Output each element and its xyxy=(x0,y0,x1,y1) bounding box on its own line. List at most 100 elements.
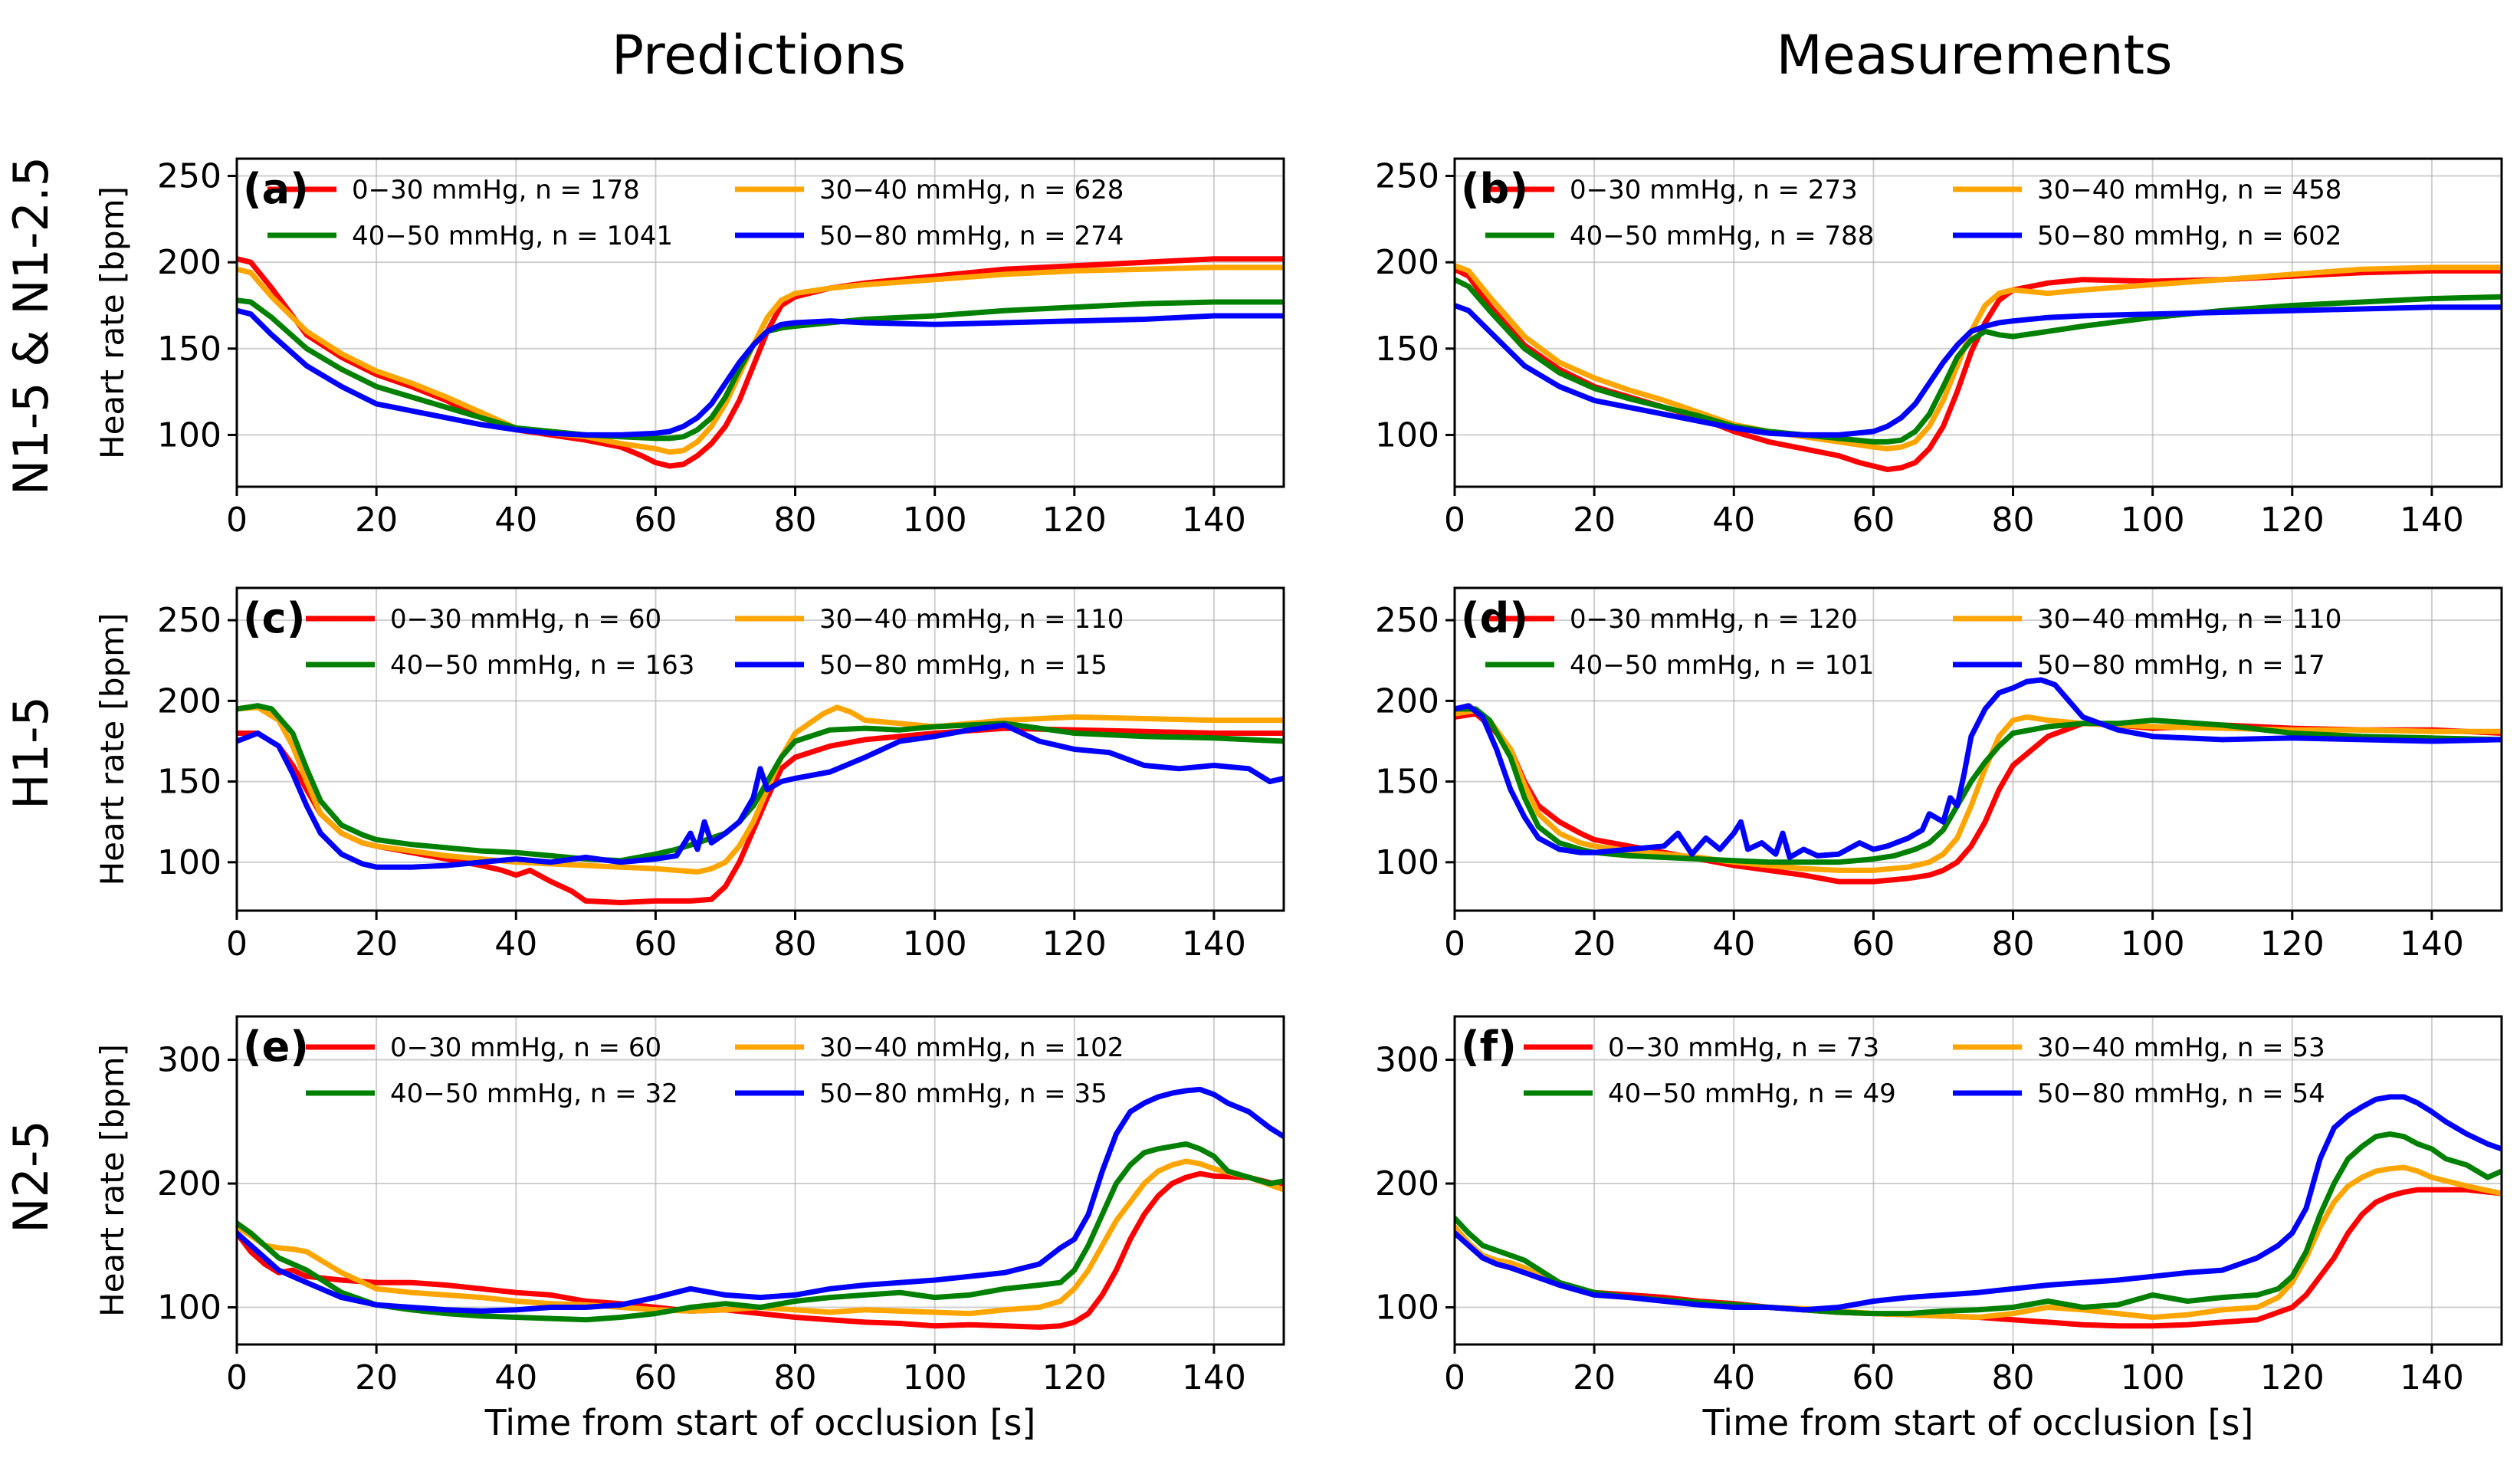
x-tick-label: 120 xyxy=(2260,924,2325,964)
x-tick-label: 40 xyxy=(494,501,537,540)
x-tick-label: 0 xyxy=(226,1358,248,1397)
column-title-measurements: Measurements xyxy=(1776,24,2172,87)
panel-label: (a) xyxy=(243,165,309,213)
x-tick-label: 40 xyxy=(1712,1358,1755,1397)
y-tick-label: 200 xyxy=(157,681,221,721)
y-tick-label: 250 xyxy=(1375,601,1439,640)
legend-entry-2: 30−40 mmHg, n = 53 xyxy=(2037,1033,2325,1063)
series-line-1 xyxy=(237,256,1284,469)
x-tick-label: 140 xyxy=(1182,1358,1246,1397)
series-line-4 xyxy=(237,722,1284,870)
x-tick-label: 40 xyxy=(494,1358,537,1397)
series-line-4 xyxy=(1455,677,2502,860)
legend-entry-2: 30−40 mmHg, n = 110 xyxy=(819,604,1124,635)
y-tick-label: 150 xyxy=(1375,330,1439,369)
x-tick-label: 0 xyxy=(226,501,248,540)
x-tick-label: 140 xyxy=(2400,501,2464,540)
panel-label: (c) xyxy=(243,594,305,642)
x-tick-label: 60 xyxy=(634,1358,677,1397)
legend-entry-4: 50−80 mmHg, n = 54 xyxy=(2037,1079,2325,1109)
series-line-2 xyxy=(1455,263,2502,451)
x-tick-label: 100 xyxy=(903,1358,967,1397)
x-tick-label: 80 xyxy=(774,1358,817,1397)
series-line-3 xyxy=(1455,277,2502,445)
legend-entry-3: 40−50 mmHg, n = 163 xyxy=(390,650,694,681)
series-line-4 xyxy=(1455,303,2502,438)
y-tick-label: 150 xyxy=(157,763,221,802)
y-tick-label: 250 xyxy=(1375,157,1439,196)
series-line-4 xyxy=(1455,1094,2502,1313)
x-tick-label: 80 xyxy=(1992,924,2035,964)
x-tick-label: 80 xyxy=(774,924,817,964)
y-axis-label: Heart rate [bpm] xyxy=(94,186,131,459)
x-tick-label: 20 xyxy=(1573,1358,1616,1397)
legend-entry-3: 40−50 mmHg, n = 101 xyxy=(1570,650,1874,681)
legend-entry-2: 30−40 mmHg, n = 628 xyxy=(819,175,1124,205)
x-tick-label: 120 xyxy=(2260,1358,2325,1397)
series-line-2 xyxy=(1455,708,2502,873)
x-tick-label: 100 xyxy=(903,924,967,964)
y-tick-label: 100 xyxy=(157,843,221,882)
y-tick-label: 300 xyxy=(1375,1041,1439,1080)
legend-entry-1: 0−30 mmHg, n = 178 xyxy=(352,175,640,205)
legend-entry-2: 30−40 mmHg, n = 458 xyxy=(2037,175,2341,205)
x-tick-label: 140 xyxy=(1182,501,1246,540)
x-tick-label: 60 xyxy=(1852,501,1895,540)
legend-entry-1: 0−30 mmHg, n = 60 xyxy=(390,604,661,635)
series-line-2 xyxy=(237,1158,1284,1317)
series-line-3 xyxy=(237,297,1284,442)
x-tick-label: 40 xyxy=(1712,924,1755,964)
panel-f: 0 20 40 60 80 100 120 140 100 200 300 0−30 mmHg, n … xyxy=(1375,1015,2503,1443)
legend-entry-1: 0−30 mmHg, n = 273 xyxy=(1570,175,1858,205)
series-line-4 xyxy=(237,307,1284,438)
x-tick-label: 140 xyxy=(1182,924,1246,964)
x-tick-label: 120 xyxy=(1042,1358,1107,1397)
panel-a: 0 20 40 60 80 100 120 140 100 150 200 250 0−30 mmHg,… xyxy=(94,157,1285,540)
legend-entry-1: 0−30 mmHg, n = 73 xyxy=(1608,1033,1879,1063)
x-tick-label: 140 xyxy=(2400,1358,2464,1397)
column-title-predictions: Predictions xyxy=(612,24,906,87)
y-tick-label: 200 xyxy=(157,243,221,282)
y-tick-label: 200 xyxy=(1375,681,1439,721)
x-axis-label: Time from start of occlusion [s] xyxy=(484,1402,1036,1443)
plot-frame xyxy=(1453,586,2503,912)
row-label-h1: H1-5 xyxy=(3,696,59,809)
legend-entry-4: 50−80 mmHg, n = 15 xyxy=(819,650,1107,681)
x-tick-label: 0 xyxy=(1444,501,1465,540)
x-tick-label: 140 xyxy=(2400,924,2464,964)
legend-entry-2: 30−40 mmHg, n = 102 xyxy=(819,1033,1124,1063)
x-tick-label: 100 xyxy=(2121,924,2185,964)
x-tick-label: 100 xyxy=(903,501,967,540)
legend-entry-3: 40−50 mmHg, n = 1041 xyxy=(352,221,673,251)
panel-d: 0 20 40 60 80 100 120 140 100 150 200 250 0−30 mmHg,… xyxy=(1375,586,2503,964)
y-tick-label: 200 xyxy=(1375,243,1439,282)
plot-frame xyxy=(1453,1015,2503,1346)
x-axis-label: Time from start of occlusion [s] xyxy=(1702,1402,2254,1443)
legend-entry-1: 0−30 mmHg, n = 120 xyxy=(1570,604,1858,635)
y-tick-label: 300 xyxy=(157,1041,221,1080)
y-tick-label: 150 xyxy=(157,330,221,369)
legend-entry-3: 40−50 mmHg, n = 49 xyxy=(1608,1079,1896,1109)
x-tick-label: 120 xyxy=(2260,501,2325,540)
panel-label: (e) xyxy=(243,1023,309,1071)
row-label-n1: N1-5 & N1-2.5 xyxy=(3,156,59,495)
panel-label: (d) xyxy=(1461,594,1528,642)
y-tick-label: 100 xyxy=(157,1289,221,1328)
plot-frame xyxy=(1453,157,2503,488)
legend-entry-4: 50−80 mmHg, n = 17 xyxy=(2037,650,2325,681)
plot-frame xyxy=(235,157,1285,488)
legend-entry-4: 50−80 mmHg, n = 602 xyxy=(2037,221,2341,251)
x-tick-label: 80 xyxy=(1992,501,2035,540)
x-tick-label: 20 xyxy=(355,501,398,540)
x-tick-label: 40 xyxy=(1712,501,1755,540)
y-tick-label: 200 xyxy=(157,1164,221,1203)
x-tick-label: 60 xyxy=(1852,1358,1895,1397)
legend-entry-3: 40−50 mmHg, n = 32 xyxy=(390,1079,678,1109)
row-label-n2: N2-5 xyxy=(3,1120,59,1233)
series-line-3 xyxy=(1455,706,2502,865)
x-tick-label: 0 xyxy=(1444,924,1465,964)
x-tick-label: 80 xyxy=(1992,1358,2035,1397)
panel-c: 0 20 40 60 80 100 120 140 100 150 200 250 0−30 mmHg,… xyxy=(94,586,1285,964)
x-tick-label: 20 xyxy=(355,1358,398,1397)
